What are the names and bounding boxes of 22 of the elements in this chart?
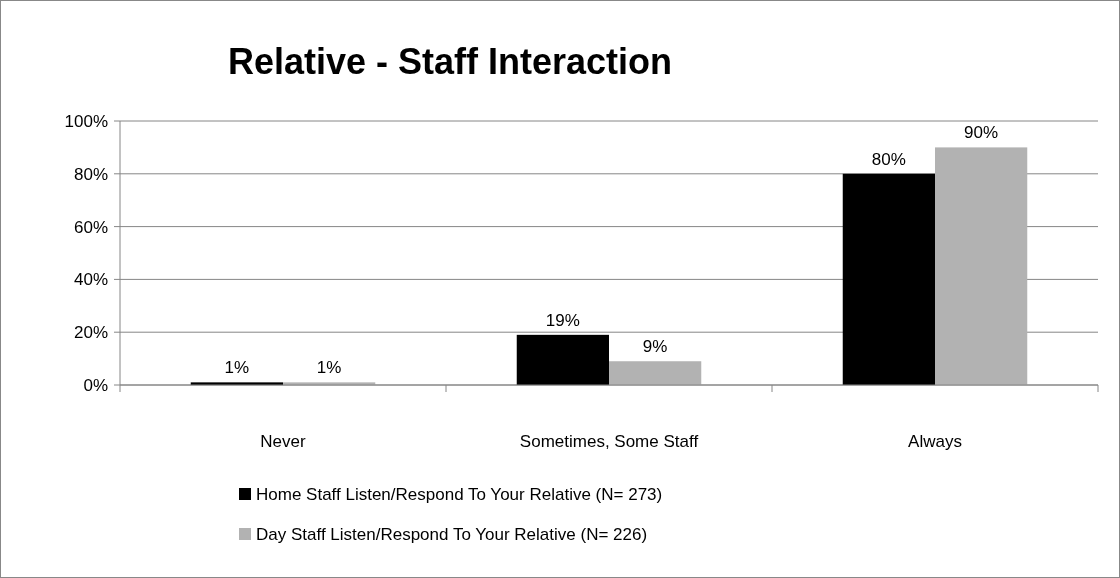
y-tick-label: 40% bbox=[73, 270, 108, 290]
bar bbox=[842, 173, 935, 385]
y-tick-label: 20% bbox=[73, 323, 108, 343]
data-label: 9% bbox=[642, 337, 668, 357]
x-tick-label: Always bbox=[908, 432, 962, 451]
y-tick-label: 0% bbox=[83, 375, 108, 395]
data-label: 90% bbox=[964, 123, 999, 143]
data-label: 19% bbox=[545, 310, 580, 330]
legend-label: Day Staff Listen/Respond To Your Relative (N= 226) bbox=[256, 524, 648, 544]
bar bbox=[935, 147, 1028, 385]
x-tick-label: Never bbox=[260, 432, 307, 451]
bar bbox=[609, 361, 702, 385]
data-label: 1% bbox=[224, 358, 250, 378]
data-label: 80% bbox=[871, 149, 906, 169]
y-tick-label: 80% bbox=[73, 164, 108, 184]
legend-label: Home Staff Listen/Respond To Your Relative (N= 273) bbox=[256, 484, 663, 504]
x-tick-label: Sometimes, Some Staff bbox=[519, 432, 699, 451]
y-tick-label: 60% bbox=[73, 217, 108, 237]
bar bbox=[516, 334, 609, 385]
y-tick-label: 100% bbox=[64, 111, 108, 131]
data-label: 1% bbox=[316, 358, 342, 378]
chart-title: Relative - Staff Interaction bbox=[227, 41, 673, 82]
